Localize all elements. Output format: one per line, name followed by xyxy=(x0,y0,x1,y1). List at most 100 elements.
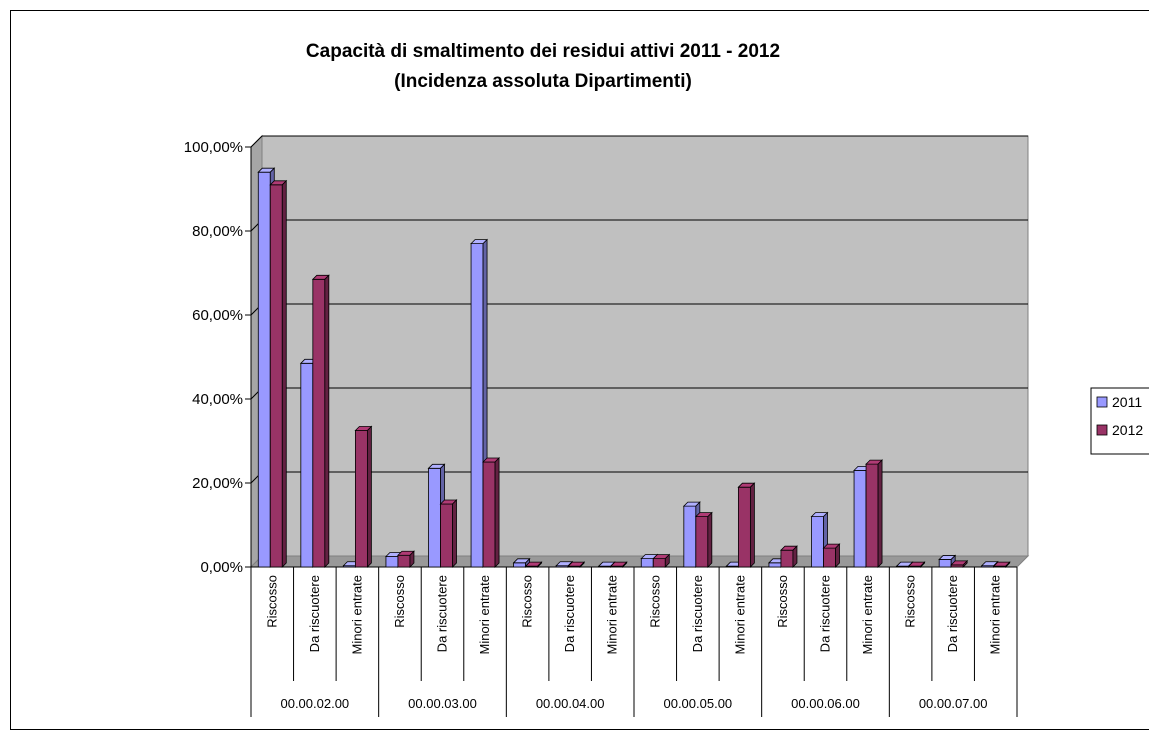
bar-front xyxy=(312,278,326,568)
bar-front xyxy=(482,461,496,568)
category-label: Riscosso xyxy=(775,575,790,628)
chart-subtitle: (Incidenza assoluta Dipartimenti) xyxy=(394,71,692,92)
bar-front xyxy=(780,549,794,568)
category-label: Riscosso xyxy=(264,575,279,628)
bar-side xyxy=(707,511,713,568)
bar xyxy=(652,553,671,568)
bar xyxy=(482,457,501,568)
category-label: Da riscuotere xyxy=(690,575,705,652)
bar-side xyxy=(664,553,670,568)
bar-front xyxy=(385,556,399,568)
bar-side xyxy=(877,459,883,568)
bar xyxy=(354,425,373,568)
bar xyxy=(311,274,330,568)
bar-side xyxy=(409,550,415,568)
bar xyxy=(907,561,926,568)
group-label: 00.00.07.00 xyxy=(919,696,988,711)
bar-front xyxy=(513,562,527,568)
category-label: Riscosso xyxy=(647,575,662,628)
y-tick-label: 60,00% xyxy=(192,307,243,324)
bar-front xyxy=(938,559,952,568)
y-tick-label: 40,00% xyxy=(192,391,243,408)
bar-side xyxy=(792,545,798,568)
bar xyxy=(269,179,288,568)
group-label: 00.00.02.00 xyxy=(280,696,349,711)
bar xyxy=(822,543,841,568)
group-label: 00.00.06.00 xyxy=(791,696,860,711)
bar xyxy=(567,561,586,568)
group-label: 00.00.03.00 xyxy=(408,696,477,711)
category-label: Da riscuotere xyxy=(562,575,577,652)
bar-front xyxy=(768,562,782,568)
bar xyxy=(992,561,1011,568)
bar xyxy=(555,560,574,568)
legend: 2011 2012 xyxy=(1090,387,1149,455)
bar-front xyxy=(440,503,453,568)
bar-front xyxy=(300,362,314,568)
bar xyxy=(694,511,713,568)
bar-front xyxy=(853,469,867,568)
bar-front xyxy=(695,516,709,568)
y-tick-label: 20,00% xyxy=(192,475,243,492)
bar-side xyxy=(494,457,500,568)
legend-label: 2012 xyxy=(1112,422,1143,438)
bar xyxy=(524,561,543,568)
bar-side xyxy=(749,482,755,568)
category-label: Da riscuotere xyxy=(435,575,450,652)
y-tick-label: 100,00% xyxy=(184,139,243,156)
bar-front xyxy=(354,430,368,568)
category-label: Riscosso xyxy=(520,575,535,628)
bar-side xyxy=(324,274,330,568)
bar-front xyxy=(257,171,271,568)
group-label: 00.00.05.00 xyxy=(663,696,732,711)
bar xyxy=(865,459,884,568)
y-tick-label: 0,00% xyxy=(200,559,243,576)
bar xyxy=(396,550,415,568)
bar-side xyxy=(622,561,628,568)
category-label: Riscosso xyxy=(903,575,918,628)
plot-back-wall xyxy=(261,135,1029,557)
category-label: Minori entrate xyxy=(477,575,492,654)
bar xyxy=(439,499,458,568)
chart-frame: Capacità di smaltimento dei residui atti… xyxy=(10,10,1149,730)
bar-side xyxy=(366,425,372,568)
category-label: Minori entrate xyxy=(605,575,620,654)
bar-front xyxy=(640,558,654,568)
bar-front xyxy=(269,184,283,568)
category-label: Minori entrate xyxy=(988,575,1003,654)
bar xyxy=(609,561,628,568)
category-label: Da riscuotere xyxy=(307,575,322,652)
category-label: Da riscuotere xyxy=(818,575,833,652)
category-label: Riscosso xyxy=(392,575,407,628)
chart-svg: Capacità di smaltimento dei residui atti… xyxy=(184,41,1149,717)
bar-side xyxy=(281,179,287,568)
bar xyxy=(779,545,798,568)
bar-front xyxy=(397,554,411,568)
bar-front xyxy=(652,558,666,568)
bar-side xyxy=(537,561,543,568)
bar-side xyxy=(962,559,968,568)
category-label: Minori entrate xyxy=(732,575,747,654)
bar-side xyxy=(1005,561,1011,568)
legend-label: 2011 xyxy=(1112,394,1142,410)
chart-title: Capacità di smaltimento dei residui atti… xyxy=(306,41,780,62)
category-label: Minori entrate xyxy=(349,575,364,654)
bar-front xyxy=(428,467,441,568)
bar-front xyxy=(823,547,836,568)
bar-front xyxy=(865,463,879,568)
group-label: 00.00.04.00 xyxy=(536,696,605,711)
category-label: Minori entrate xyxy=(860,575,875,654)
legend-swatch xyxy=(1096,424,1108,436)
bar-front xyxy=(683,505,697,568)
category-label: Da riscuotere xyxy=(945,575,960,652)
bar xyxy=(737,482,756,568)
bar-front xyxy=(811,516,824,568)
bar-side xyxy=(835,543,840,568)
y-tick-label: 80,00% xyxy=(192,223,243,240)
legend-swatch xyxy=(1096,396,1108,408)
bar-side xyxy=(452,499,457,568)
bar-side xyxy=(579,561,585,568)
plot-area: 0,00% 20,00% 40,00% 60,00% 80,00% 100,00% Risc… xyxy=(184,134,1030,717)
bar xyxy=(950,559,969,568)
gridline xyxy=(250,135,1028,148)
